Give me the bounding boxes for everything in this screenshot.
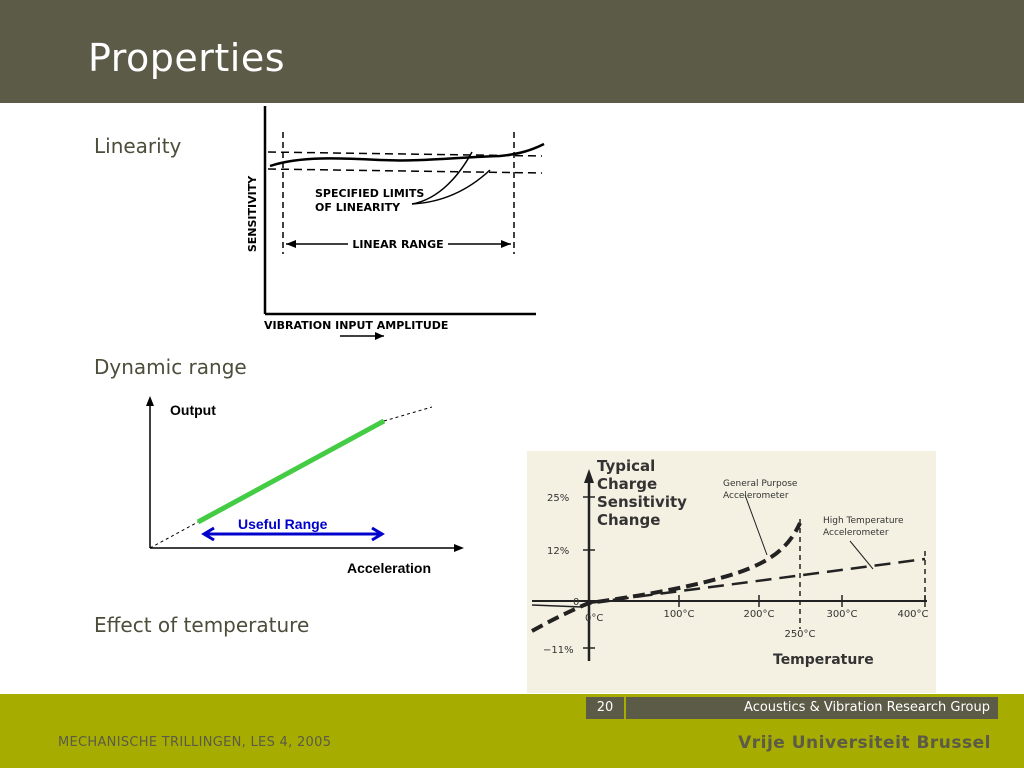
section-dynamic-range: Dynamic range xyxy=(94,355,247,379)
dynamic-extrapolation-high xyxy=(383,406,433,422)
linearity-figure: SPECIFIED LIMITS OF LINEARITY LINEAR RAN… xyxy=(246,106,545,340)
temperature-title-3: Sensitivity xyxy=(597,493,687,511)
linearity-pointer-2 xyxy=(411,169,491,205)
temperature-general-purpose-curve xyxy=(531,522,802,633)
linearity-y-label: SENSITIVITY xyxy=(246,175,259,252)
linearity-sensitivity-curve xyxy=(269,142,545,168)
temperature-x-tick-100: 100°C xyxy=(663,609,694,620)
temperature-hightemp-label-2: Accelerometer xyxy=(823,528,889,538)
temperature-y-tick-0: 0 xyxy=(573,597,579,608)
section-linearity: Linearity xyxy=(94,134,182,158)
course-label: MECHANISCHE TRILLINGEN, LES 4, 2005 xyxy=(58,735,332,750)
temperature-x-tick-400: 400°C xyxy=(897,609,928,620)
temperature-title-1: Typical xyxy=(597,457,655,475)
dynamic-x-label: Acceleration xyxy=(347,560,431,576)
temperature-x-tick-0: 0°C xyxy=(585,613,603,624)
linearity-annotation-2: OF LINEARITY xyxy=(315,201,401,214)
linearity-pointer-1 xyxy=(411,151,473,205)
temperature-x-tick-200: 200°C xyxy=(743,609,774,620)
temperature-general-label-1: General Purpose xyxy=(723,479,798,489)
temperature-x-label: Temperature xyxy=(773,652,874,668)
university-name: Vrije Universiteit Brussel xyxy=(738,733,991,753)
temperature-title-4: Change xyxy=(597,511,660,529)
temperature-figure: 25% 12% 0 −11% 0°C 100°C 200°C 300°C 400… xyxy=(527,451,936,693)
slide-header: Properties xyxy=(0,0,1024,103)
dynamic-useful-line xyxy=(196,418,386,525)
temperature-title-2: Charge xyxy=(597,475,657,493)
section-temperature: Effect of temperature xyxy=(94,613,310,637)
dynamic-range-label: Useful Range xyxy=(238,516,328,532)
temperature-y-tick-minus11: −11% xyxy=(543,645,574,656)
linearity-limit-lower xyxy=(267,168,543,174)
temperature-general-label-2: Accelerometer xyxy=(723,491,789,501)
linearity-range-label: LINEAR RANGE xyxy=(352,238,443,251)
slide-title: Properties xyxy=(88,36,286,80)
temperature-x-tick-300: 300°C xyxy=(826,609,857,620)
dynamic-extrapolation-low xyxy=(149,521,199,549)
dynamic-y-label: Output xyxy=(170,402,216,418)
temperature-high-temp-curve xyxy=(588,557,926,605)
temperature-marker-label: 250°C xyxy=(784,629,815,640)
temperature-y-tick-25: 25% xyxy=(547,493,569,504)
dynamic-range-figure: Output Acceleration Useful Range xyxy=(146,396,464,576)
temperature-hightemp-label-1: High Temperature xyxy=(823,516,904,526)
page-number: 20 xyxy=(586,697,624,719)
research-group-label: Acoustics & Vibration Research Group xyxy=(626,697,998,719)
linearity-annotation-1: SPECIFIED LIMITS xyxy=(315,187,424,200)
temperature-y-tick-12: 12% xyxy=(547,546,569,557)
linearity-x-label: VIBRATION INPUT AMPLITUDE xyxy=(264,319,448,332)
